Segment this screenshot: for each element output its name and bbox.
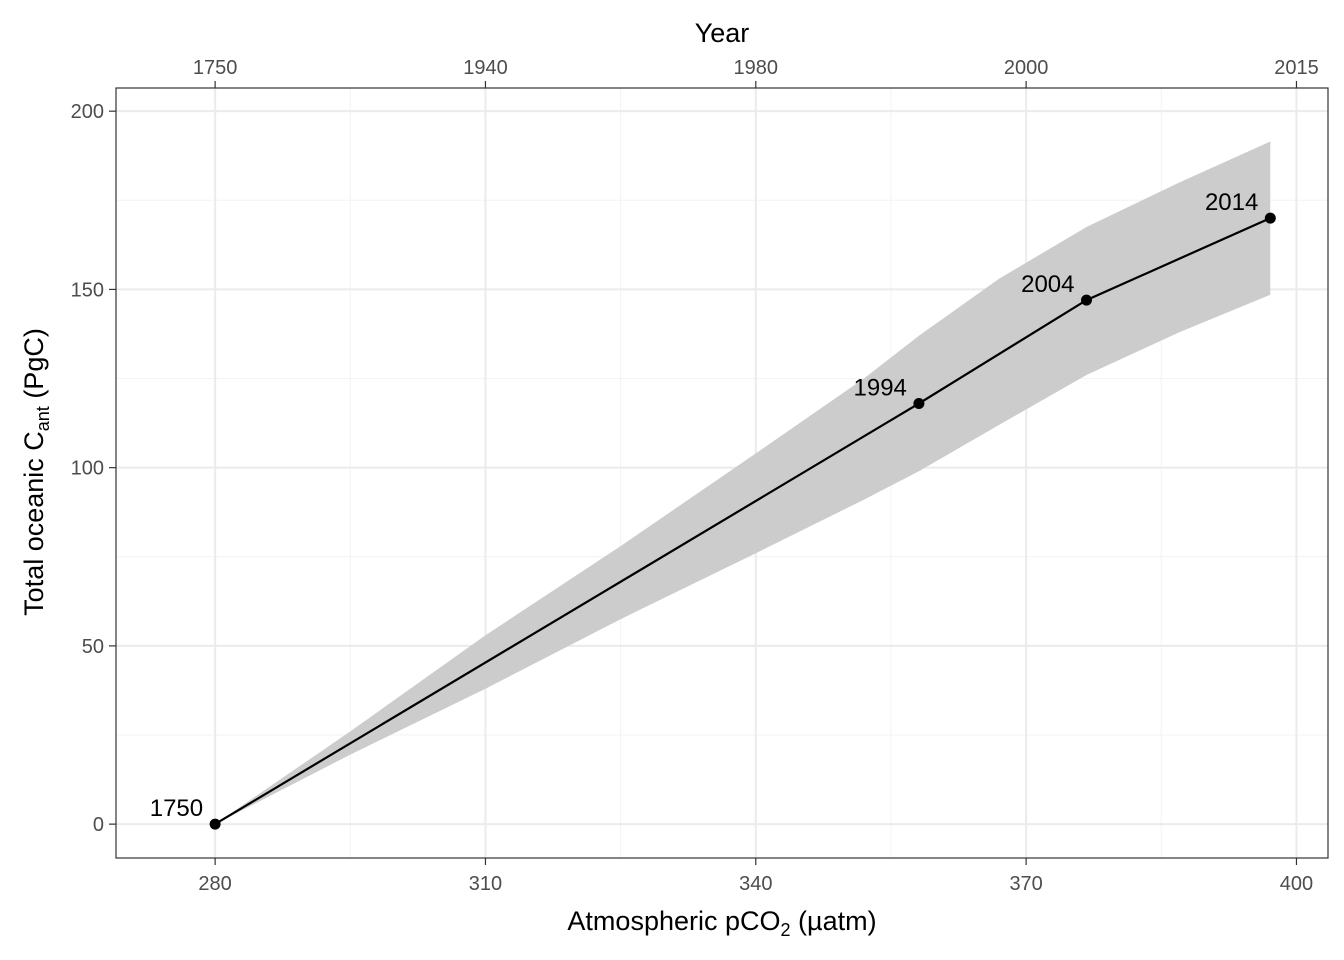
y-tick-label: 50	[82, 636, 104, 658]
y-axis-title-main: Total oceanic C	[19, 431, 49, 616]
point-label: 2014	[1205, 189, 1258, 216]
x-axis-title-main: Atmospheric pCO	[567, 906, 780, 936]
point-label-layer: 1750 1994 2004 2014	[150, 189, 1259, 822]
uncertainty-band	[215, 141, 1271, 825]
y-tick-label: 150	[71, 279, 104, 301]
y-axis-title-subscript: ant	[33, 406, 53, 431]
top-tick-label: 2000	[1004, 57, 1049, 79]
x-tick-label: 280	[198, 873, 231, 895]
y-axis-title-rest: (PgC)	[19, 328, 49, 406]
y-tick-label: 0	[93, 814, 104, 836]
x-axis-title: Atmospheric pCO2 (µatm)	[567, 906, 876, 940]
point-label: 1750	[150, 795, 203, 822]
x-tick-label: 400	[1280, 873, 1313, 895]
point-label: 2004	[1021, 271, 1074, 298]
uncertainty-band-layer	[215, 141, 1271, 825]
data-point-layer	[209, 212, 1276, 830]
x-axis-title-rest: (µatm)	[791, 906, 877, 936]
data-point	[209, 818, 221, 830]
y-tick-label: 100	[71, 458, 104, 480]
x-tick-label: 310	[469, 873, 502, 895]
top-tick-label: 1750	[193, 57, 238, 79]
axes: 280 310 340 370 400 1750 1940 1980 2000 2015 0 50 10…	[71, 57, 1319, 895]
top-tick-label: 1980	[734, 57, 779, 79]
data-point	[913, 397, 925, 409]
y-tick-label: 200	[71, 101, 104, 123]
y-axis-title: Total oceanic Cant (PgC)	[19, 328, 53, 616]
panel-border	[115, 87, 1329, 859]
top-tick-label: 1940	[463, 57, 508, 79]
point-label: 1994	[854, 374, 907, 401]
top-tick-label: 2015	[1274, 57, 1319, 79]
series-line	[214, 217, 1271, 826]
x-tick-label: 370	[1009, 873, 1042, 895]
data-point	[1081, 294, 1093, 306]
series-line-layer	[214, 217, 1271, 826]
top-axis-title: Year	[695, 18, 750, 48]
data-point	[1264, 212, 1276, 224]
x-axis-title-subscript: 2	[781, 920, 791, 940]
grid	[116, 88, 1328, 858]
x-tick-label: 340	[739, 873, 772, 895]
